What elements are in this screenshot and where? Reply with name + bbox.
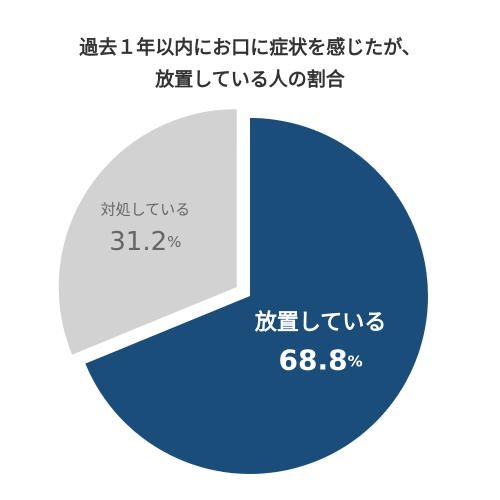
- pie-slice: [58, 109, 237, 355]
- slice-label: 対処している: [101, 200, 191, 218]
- slice-label: 放置している: [254, 309, 386, 335]
- value-label: 31.2%: [109, 226, 181, 256]
- value-label: 68.8%: [279, 343, 363, 376]
- pie-slice: [85, 118, 429, 474]
- chart-title: 過去１年以内にお口に症状を感じたが、: [79, 36, 421, 59]
- chart-title: 放置している人の割合: [154, 68, 345, 91]
